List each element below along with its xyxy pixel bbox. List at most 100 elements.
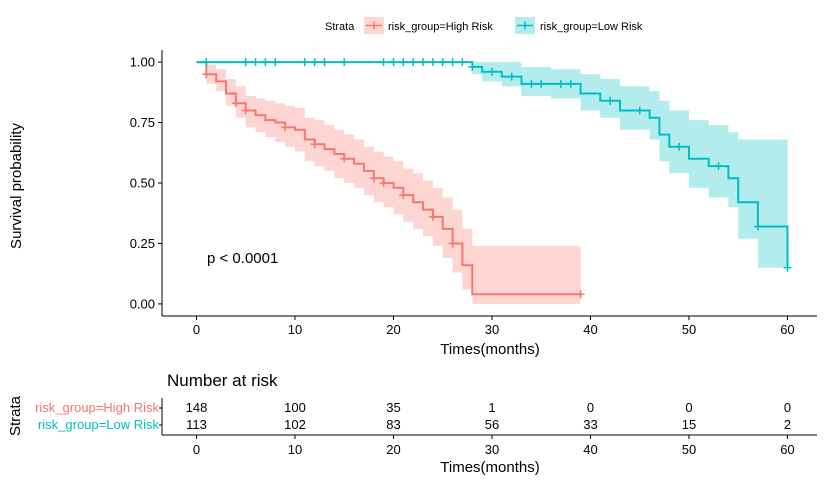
legend-key-low <box>515 17 535 34</box>
risk-value-high: 0 <box>587 400 594 415</box>
risk-x-tick-label: 0 <box>193 442 200 457</box>
risk-value-high: 1 <box>488 400 495 415</box>
legend-key-high <box>364 17 384 34</box>
censor-mark-high <box>576 290 585 299</box>
censor-mark-low <box>438 58 447 67</box>
y-tick-layer: 0.00 0.25 0.50 0.75 1.00 <box>130 55 162 311</box>
legend-label-high: risk_group=High Risk <box>388 21 493 33</box>
x-tick-label: 40 <box>583 322 597 337</box>
censor-mark-low <box>389 58 398 67</box>
km-plot: 0.00 0.25 0.50 0.75 1.00 0 10 20 30 40 50 60 Survi… <box>8 50 817 358</box>
censor-mark-low <box>320 58 329 67</box>
censor-mark-low <box>310 58 319 67</box>
censor-mark-low <box>556 79 565 88</box>
risk-value-high: 0 <box>784 400 791 415</box>
censor-mark-low <box>202 58 211 67</box>
censor-mark-low <box>675 142 684 151</box>
censor-mark-low <box>488 67 496 76</box>
risk-value-low: 113 <box>186 417 207 432</box>
censor-mark-low <box>527 79 536 88</box>
censor-mark-low <box>300 58 309 67</box>
censor-mark-low <box>419 58 427 67</box>
x-tick-label: 50 <box>682 322 696 337</box>
censor-mark-low <box>271 58 280 67</box>
risk-value-high: 148 <box>186 400 208 415</box>
risk-value-low: 33 <box>583 417 597 432</box>
risk-value-low: 56 <box>485 417 499 432</box>
censor-mark-high <box>231 99 240 108</box>
censor-mark-low <box>783 263 792 272</box>
censor-mark-low <box>251 58 260 67</box>
risk-table-title: Number at risk <box>167 371 278 390</box>
censor-mark-low <box>468 62 477 71</box>
risk-table-x-axis-title: Times(months) <box>440 459 539 476</box>
y-tick-label: 0.00 <box>130 296 155 311</box>
risk-x-tick-label: 60 <box>780 442 794 457</box>
censor-mark-high <box>428 212 437 221</box>
censor-mark-high <box>379 179 388 187</box>
risk-x-tick-label: 30 <box>485 442 499 457</box>
x-tick-label: 30 <box>485 322 499 337</box>
censor-mark-low <box>635 106 644 115</box>
censor-mark-low <box>241 58 250 67</box>
x-axis-title: Times(months) <box>440 341 539 358</box>
censor-mark-low <box>399 58 408 67</box>
censor-mark-high <box>202 70 211 79</box>
survival-curve-low <box>196 61 789 268</box>
censor-mark-high <box>399 191 408 200</box>
risk-value-high: 100 <box>284 400 306 415</box>
y-axis-title: Survival probability <box>8 123 25 249</box>
censor-mark-low <box>606 96 615 105</box>
legend-title: Strata <box>325 21 355 33</box>
y-tick-label: 0.75 <box>130 115 155 130</box>
x-tick-label: 60 <box>780 322 794 337</box>
censor-mark-low <box>261 58 270 67</box>
censor-mark-low <box>566 79 575 88</box>
ci-band-layer <box>196 62 788 304</box>
legend-label-low: risk_group=Low Risk <box>540 21 643 33</box>
risk-table: Number at risk Strata risk_group=High Ri… <box>7 371 817 476</box>
x-tick-label: 0 <box>193 322 200 337</box>
censor-mark-high <box>369 174 378 183</box>
risk-value-low: 2 <box>784 417 791 432</box>
censor-mark-low <box>537 79 546 88</box>
censor-mark-high <box>448 239 457 248</box>
risk-x-tick-label: 10 <box>288 442 302 457</box>
ci-band-low <box>196 62 788 268</box>
censor-mark-low <box>428 58 437 67</box>
y-tick-label: 0.25 <box>130 236 155 251</box>
y-tick-label: 1.00 <box>130 55 155 70</box>
risk-value-high: 35 <box>386 400 400 415</box>
censor-mark-low <box>379 58 388 67</box>
censor-mark-low <box>753 222 762 231</box>
x-tick-label: 20 <box>386 322 400 337</box>
censor-mark-high <box>281 123 290 132</box>
risk-value-high: 0 <box>685 400 692 415</box>
censor-mark-layer <box>202 58 792 299</box>
risk-x-tick-label: 20 <box>386 442 400 457</box>
censor-mark-low <box>507 72 516 81</box>
risk-x-tick-layer: 0 10 20 30 40 50 60 <box>193 435 795 457</box>
risk-value-low: 102 <box>284 417 306 432</box>
risk-table-y-title: Strata <box>7 395 24 436</box>
censor-mark-low <box>340 58 349 67</box>
risk-x-tick-label: 40 <box>583 442 597 457</box>
censor-mark-low <box>458 58 467 67</box>
x-tick-layer: 0 10 20 30 40 50 60 <box>193 316 795 337</box>
risk-row-label-low: risk_group=Low Risk <box>38 417 160 432</box>
censor-mark-high <box>310 140 319 149</box>
risk-x-tick-label: 50 <box>682 442 696 457</box>
censor-mark-low <box>409 58 418 67</box>
legend: Strata risk_group=High Risk risk_group=L… <box>325 17 643 34</box>
risk-row-label-high: risk_group=High Risk <box>35 400 159 415</box>
censor-mark-low <box>714 162 723 171</box>
censor-mark-high <box>241 106 250 115</box>
x-tick-label: 10 <box>288 322 302 337</box>
risk-value-low: 15 <box>682 417 696 432</box>
p-value-annotation: p < 0.0001 <box>207 250 278 267</box>
risk-value-low: 83 <box>386 417 400 432</box>
censor-mark-high <box>340 154 349 163</box>
censor-mark-low <box>448 58 457 67</box>
